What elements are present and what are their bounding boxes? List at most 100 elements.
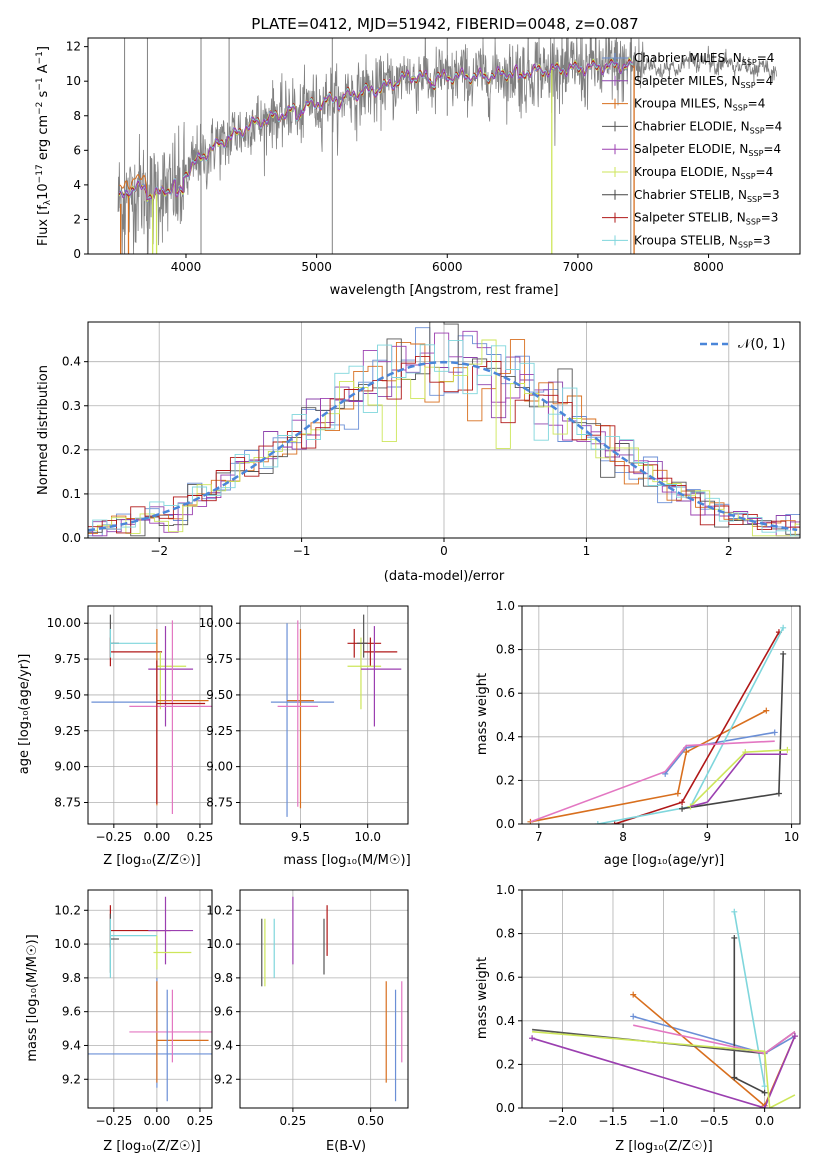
panel-plot	[88, 896, 212, 1102]
panel-bg	[88, 606, 212, 824]
histogram-legend: 𝒩(0, 1)	[700, 337, 785, 352]
y-tick-label: 0.1	[62, 487, 81, 501]
y-tick-label: 0.3	[62, 399, 81, 413]
legend-label: Kroupa ELODIE, N	[634, 165, 741, 179]
y-tick-label: 9.50	[206, 688, 233, 702]
y-tick-label: 1.0	[496, 883, 515, 897]
x-tick-label: 0.25	[280, 1114, 307, 1128]
mw-z-xlabel: Z [log₁₀(Z/Z☉)]	[615, 1139, 712, 1154]
x-tick-label: −0.25	[95, 830, 132, 844]
panel-bg	[522, 890, 800, 1108]
y-tick-label: 0.4	[496, 1014, 515, 1028]
panel-bg	[240, 606, 408, 824]
mw-z-point	[731, 934, 738, 941]
legend-label: Chabrier MILES, N	[634, 51, 742, 65]
x-tick-label: 5000	[301, 260, 332, 274]
y-tick-label: 8.75	[206, 795, 233, 809]
legend-label: Chabrier ELODIE, N	[634, 119, 750, 133]
legend-entry: Chabrier MILES, NSSP=4	[634, 51, 774, 67]
mw-age-line	[530, 770, 666, 823]
mw-age-point	[763, 707, 770, 714]
y-tick-label: 0.6	[496, 970, 515, 984]
histogram-steps-kroupa_miles	[88, 339, 800, 537]
massweight-vs-age-panel: 7 8 9 10 0.0 0.2 0.4 0.6 0.8 1.0	[496, 599, 801, 844]
y-tick-label: 0	[73, 247, 81, 261]
legend-value: =4	[756, 165, 774, 179]
mw-age-ylabel: mass weight	[475, 673, 490, 755]
panel-frame	[239, 605, 409, 825]
x-tick-label: 0	[440, 544, 448, 558]
age-mass-xlabel: mass [log₁₀(M/M☉)]	[283, 853, 410, 868]
mw-age-line	[664, 745, 687, 773]
x-tick-label: 8	[619, 830, 627, 844]
x-tick-label: 10	[784, 830, 799, 844]
y-tick-label: 9.8	[62, 971, 81, 985]
spectrum-xlabel: wavelength [Angstrom, rest frame]	[330, 283, 559, 298]
x-tick-label: −1.0	[649, 1114, 678, 1128]
histogram-ylabel: Normed distribution	[36, 365, 51, 495]
panel-plot	[261, 896, 403, 1102]
mw-z-line	[532, 1030, 796, 1108]
mw-age-point	[683, 749, 690, 756]
legend-entry: Kroupa MILES, NSSP=4	[634, 97, 765, 113]
x-tick-label: −0.25	[95, 1114, 132, 1128]
mw-age-point	[742, 749, 749, 756]
age-z-xlabel: Z [log₁₀(Z/Z☉)]	[103, 853, 200, 868]
x-tick-label: 0.25	[187, 830, 214, 844]
legend-sub: SSP	[733, 104, 748, 113]
legend-sub: SSP	[746, 218, 761, 227]
legend-entry: Kroupa STELIB, NSSP=3	[634, 233, 771, 249]
y-tick-label: 0.2	[62, 443, 81, 457]
spectrum-ylabel: Flux [fλ10−17 erg cm−2 s−1 A−1]	[35, 46, 53, 246]
histogram-steps-salpeter_miles	[88, 356, 800, 533]
mw-z-point	[731, 908, 738, 915]
y-tick-label: 10.00	[199, 616, 233, 630]
y-tick-label: 0.0	[496, 817, 515, 831]
mw-z-ylabel: mass weight	[475, 957, 490, 1039]
legend-value: =3	[753, 233, 771, 247]
figure-title: PLATE=0412, MJD=51942, FIBERID=0048, z=0…	[251, 15, 638, 33]
panel-plot	[529, 908, 798, 1108]
age-vs-z-panel: −0.25 0.00 0.25 8.75 9.00 9.25 9.50 9.75 10.00	[47, 605, 214, 844]
y-tick-label: 0.4	[62, 355, 81, 369]
x-tick-label: 6000	[432, 260, 463, 274]
legend-label: Chabrier STELIB, N	[634, 188, 747, 202]
mw-age-xlabel: age [log₁₀(age/yr)]	[604, 853, 725, 868]
mw-z-line	[733, 911, 766, 1087]
panel-bg	[88, 890, 212, 1108]
mw-z-point	[630, 1013, 637, 1020]
panel-plot	[91, 614, 212, 814]
histogram-panel: −2 −1 0 1 2 0.0 0.1 0.2 0.3 0.4 (data-model)/erro…	[36, 321, 801, 584]
mw-age-point	[674, 790, 681, 797]
y-tick-label: 9.6	[62, 1005, 81, 1019]
y-tick-label: 10.0	[54, 937, 81, 951]
legend-label: Salpeter MILES, N	[634, 74, 741, 88]
y-tick-label: 9.75	[54, 652, 81, 666]
y-tick-label: 0.6	[496, 686, 515, 700]
mw-age-point	[784, 746, 791, 753]
legend-sub: SSP	[741, 172, 756, 181]
legend-sub: SSP	[750, 126, 765, 135]
spectrum-panel: 4000 5000 6000 7000 8000 0 2 4 6 8 10 12 wavelength…	[35, 37, 801, 298]
mw-z-point	[761, 1105, 768, 1108]
y-tick-label: 2	[73, 212, 81, 226]
legend-entry: Salpeter MILES, NSSP=4	[634, 74, 773, 90]
x-tick-label: −2.0	[548, 1114, 577, 1128]
y-tick-label: 9.4	[214, 1038, 233, 1052]
legend-value: =4	[763, 142, 781, 156]
mw-age-point	[611, 821, 618, 824]
histogram-xlabel: (data-model)/error	[384, 569, 505, 584]
mw-z-point	[630, 991, 637, 998]
y-tick-label: 12	[66, 40, 81, 54]
legend-value: =3	[762, 188, 780, 202]
legend-value: =3	[761, 211, 779, 225]
x-tick-label: 2	[725, 544, 733, 558]
y-tick-label: 9.2	[214, 1072, 233, 1086]
y-tick-label: 8	[73, 109, 81, 123]
legend-entry: Chabrier ELODIE, NSSP=4	[634, 119, 782, 135]
legend-entry: Kroupa ELODIE, NSSP=4	[634, 165, 773, 181]
legend-sub: SSP	[741, 81, 756, 90]
y-tick-label: 0.2	[496, 773, 515, 787]
histogram-plot-area	[88, 322, 800, 537]
panel-plot	[270, 614, 402, 817]
